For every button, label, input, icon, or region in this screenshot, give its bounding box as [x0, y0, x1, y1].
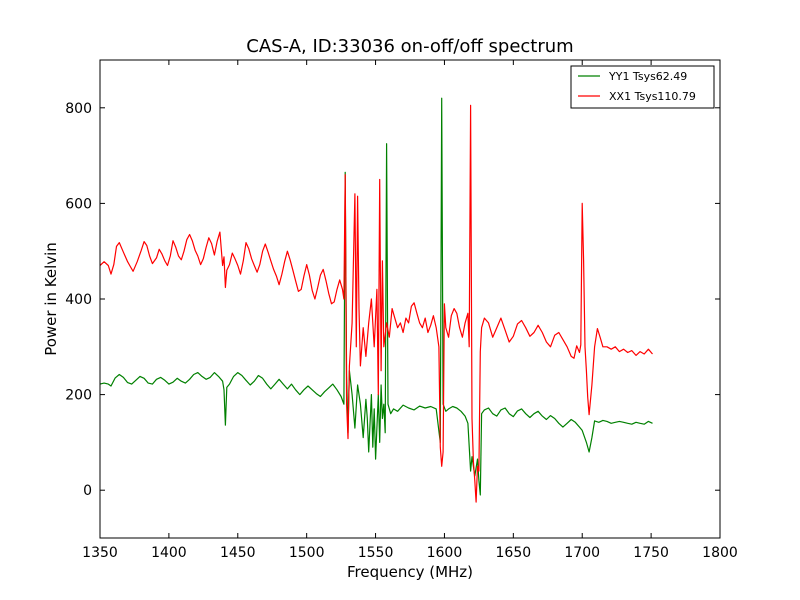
series-line-xx1 [99, 104, 653, 503]
legend-box [570, 65, 715, 109]
legend: YY1 Tsys62.49 XX1 Tsys110.79 [570, 65, 715, 109]
chart-title: CAS-A, ID:33036 on-off/off spectrum [246, 36, 573, 57]
legend-label-xx1: XX1 Tsys110.79 [609, 90, 696, 103]
series-line-yy1 [99, 97, 653, 496]
y-tick-label: 800 [65, 101, 92, 117]
x-tick-label: 1400 [151, 545, 187, 561]
x-tick-label: 1650 [496, 545, 532, 561]
y-tick-label: 0 [83, 483, 92, 499]
x-tick-label: 1600 [427, 545, 463, 561]
x-tick-label: 1800 [702, 545, 738, 561]
y-axis-label: Power in Kelvin [42, 242, 60, 356]
y-tick-label: 400 [65, 292, 92, 308]
plot-area [99, 59, 721, 539]
x-tick-label: 1750 [633, 545, 669, 561]
legend-label-yy1: YY1 Tsys62.49 [608, 70, 687, 83]
y-axis: 0 200 400 600 800 [65, 101, 720, 499]
x-tick-label: 1450 [220, 545, 256, 561]
x-axis-label: Frequency (MHz) [347, 563, 473, 581]
series-layer [99, 97, 653, 503]
x-tick-label: 1550 [358, 545, 394, 561]
x-tick-label: 1500 [289, 545, 325, 561]
y-tick-label: 600 [65, 196, 92, 212]
x-tick-label: 1700 [564, 545, 600, 561]
x-tick-label: 1350 [82, 545, 118, 561]
y-tick-label: 200 [65, 388, 92, 404]
plot-background [100, 60, 720, 538]
x-axis: 1350 1400 1450 1500 1550 1600 1650 1700 1750 1800 [82, 60, 738, 561]
